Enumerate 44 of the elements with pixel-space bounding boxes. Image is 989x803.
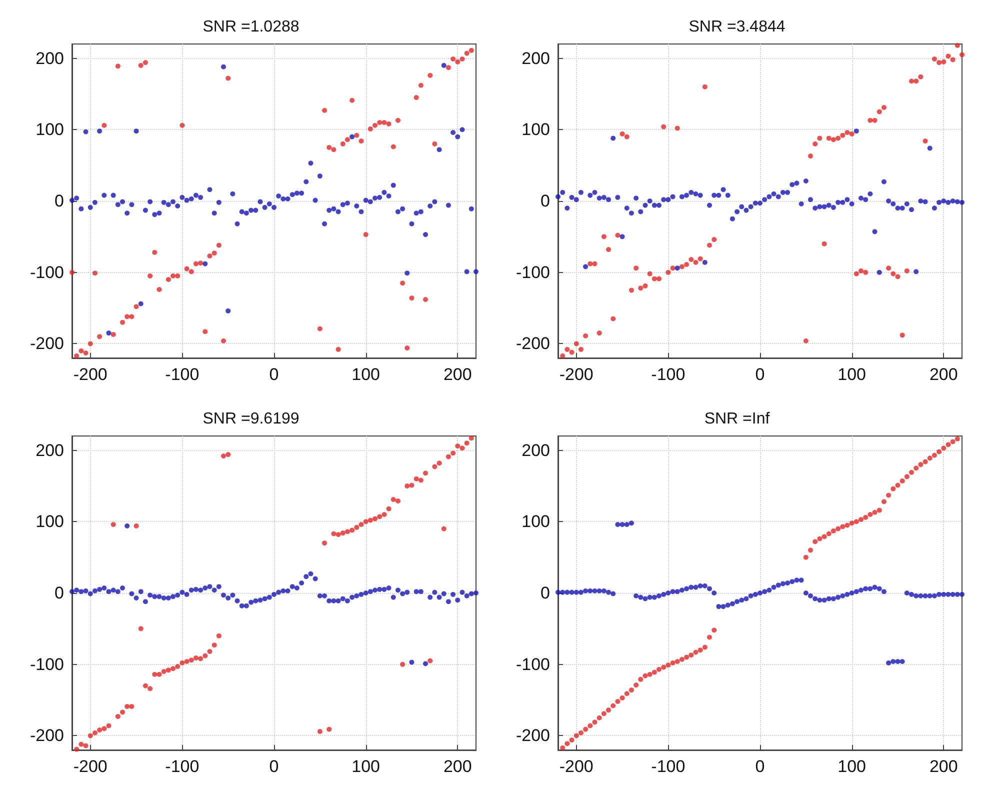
x-tick-label: 0 — [755, 757, 765, 776]
chart-title: SNR =Inf — [704, 410, 770, 428]
y-tick-label: 100 — [36, 120, 64, 140]
y-tick-label: 0 — [540, 584, 550, 602]
x-tick-label: -200 — [559, 365, 594, 384]
y-tick-label: 200 — [36, 440, 64, 460]
x-tick-label: 100 — [838, 757, 866, 776]
y-tick-label: 200 — [522, 48, 550, 68]
y-tick-label: 0 — [54, 192, 64, 210]
y-tick-label: -200 — [516, 334, 550, 354]
x-tick-label: -100 — [651, 365, 686, 384]
x-tick-label: -200 — [73, 365, 108, 384]
y-tick-label: 100 — [522, 120, 550, 140]
y-tick-label: -100 — [516, 262, 550, 282]
chart-title: SNR =9.6199 — [202, 410, 300, 428]
x-tick-label: 200 — [929, 757, 958, 776]
x-tick-label: 200 — [443, 365, 472, 384]
y-tick-label: 100 — [522, 512, 550, 532]
x-tick-label: -100 — [651, 757, 686, 776]
y-tick-label: -200 — [30, 726, 64, 746]
y-tick-label: 0 — [540, 192, 550, 210]
x-tick-label: 100 — [838, 365, 866, 384]
x-tick-label: 100 — [352, 365, 380, 384]
x-tick-label: 200 — [443, 757, 472, 776]
x-tick-label: 100 — [352, 757, 380, 776]
x-tick-label: -100 — [165, 757, 200, 776]
y-tick-label: 100 — [36, 512, 64, 532]
y-tick-label: -200 — [30, 334, 64, 354]
y-tick-label: -200 — [516, 726, 550, 746]
y-tick-label: 0 — [54, 584, 64, 602]
x-tick-label: -200 — [559, 757, 594, 776]
x-tick-label: 0 — [755, 365, 765, 384]
chart-title: SNR =3.4844 — [688, 18, 786, 36]
x-tick-label: 0 — [269, 757, 279, 776]
x-tick-label: -200 — [73, 757, 108, 776]
y-tick-label: -100 — [30, 654, 64, 674]
chart-title: SNR =1.0288 — [202, 18, 300, 36]
y-tick-label: 200 — [522, 440, 550, 460]
x-tick-label: 0 — [269, 365, 279, 384]
y-tick-label: 200 — [36, 48, 64, 68]
x-tick-label: 200 — [929, 365, 958, 384]
y-tick-label: -100 — [516, 654, 550, 674]
y-tick-label: -100 — [30, 262, 64, 282]
x-tick-label: -100 — [165, 365, 200, 384]
